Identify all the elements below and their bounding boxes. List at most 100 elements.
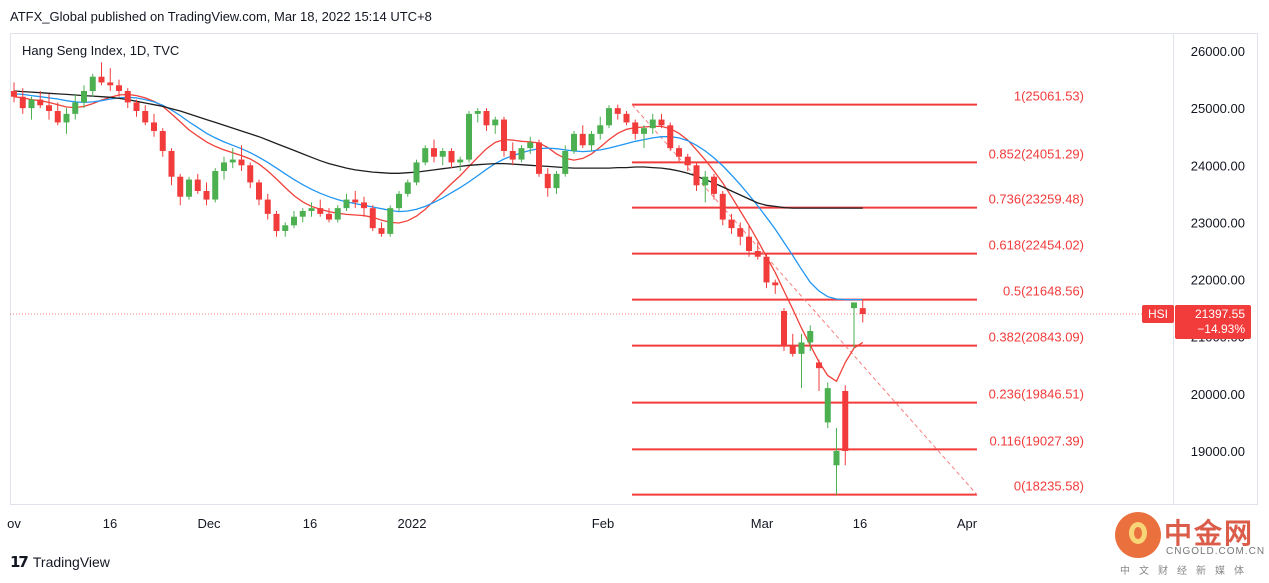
y-tick-label: 24000.00 [1191,158,1245,173]
candle-body [186,179,192,197]
x-tick-label: 16 [853,516,867,531]
candle-body [737,228,744,237]
candle-body [579,133,586,146]
candle-body [842,391,849,451]
candle-body [28,99,35,109]
y-tick-label: 22000.00 [1191,273,1245,288]
candle-body [483,111,490,126]
candle-body [632,122,639,134]
candle-body [466,113,472,160]
chart-title: Hang Seng Index, 1D, TVC [22,43,180,58]
candle-body [247,165,254,183]
candle-body [387,208,394,234]
candle-body [151,122,157,131]
candle-body [89,76,96,91]
candle-body [194,179,201,191]
tradingview-logo[interactable]: 17 TradingView [10,553,110,571]
candle-body [63,113,70,123]
candle-body [781,311,787,346]
candle-body [667,125,674,149]
candle-body [404,182,411,194]
fib-level-label: 0.5(21648.56) [1003,284,1084,299]
candle-body [264,199,271,214]
candle-body [439,151,446,157]
brand-tagline: 中文财经新媒体 [1120,566,1253,577]
candle-body [746,236,752,251]
candle-body [238,159,245,166]
candle-body [693,165,700,186]
y-tick-label: 23000.00 [1191,215,1245,230]
publisher-line: ATFX_Global published on TradingView.com… [10,9,432,24]
candle-body [299,211,306,217]
candle-body [833,451,840,466]
candle-body [273,213,280,231]
y-tick-label: 26000.00 [1191,44,1245,59]
symbol-label: HSI [1148,307,1168,321]
candle-body [291,216,297,226]
x-tick-label: 2022 [398,516,427,531]
candle-body [422,148,429,163]
candle-body [11,91,17,97]
candle-body [562,151,569,174]
candle-body [256,182,262,200]
candle-body [684,156,691,166]
candle-body [282,225,289,231]
candle-body [754,251,761,257]
candle-body [536,142,542,174]
candle-body [19,96,26,109]
x-tick-label: ov [7,516,21,531]
tradingview-logo-text: TradingView [32,554,110,570]
candle-body [702,176,709,186]
moving-average-line [13,90,863,209]
candle-body [509,151,516,160]
x-tick-label: 16 [103,516,117,531]
candle-body [352,199,359,203]
candle-body [413,162,420,183]
candle-body [544,173,551,189]
x-tick-label: Apr [957,516,978,531]
candle-body [98,76,105,83]
candle-body [326,213,332,220]
candle-body [728,219,735,229]
candle-body [159,131,166,151]
brand-name: 中金网 [1164,517,1255,550]
price-change-label: −14.93% [1197,322,1245,336]
x-tick-label: Feb [592,516,614,531]
tradingview-logo-icon: 17 [10,553,29,571]
candle-body [807,331,814,343]
candle-body [308,208,315,211]
candle-body [851,302,857,309]
candle-body [457,159,464,163]
candle-body [343,199,350,209]
y-tick-label: 19000.00 [1191,444,1245,459]
last-price-label: 21397.55 [1195,307,1245,321]
candle-body [203,191,210,200]
candle-body [649,119,656,129]
candle-body [142,111,149,123]
candle-body [798,342,805,354]
candle-body [614,108,621,114]
candle-body [229,159,236,163]
candle-body [492,119,499,126]
symbol-badge [1142,304,1174,323]
fib-level-label: 0.852(24051.29) [989,146,1084,161]
candle-body [597,125,604,134]
time-axis-divider [10,504,1258,505]
candle-body [816,362,822,369]
candle-body [719,193,726,220]
moving-average-line [13,93,864,383]
y-tick-label: 25000.00 [1191,101,1245,116]
candle-body [448,151,455,163]
candle-body [317,208,324,214]
candle-body [81,91,87,103]
candle-body [54,111,61,123]
fib-level-label: 0.618(22454.02) [989,238,1084,253]
candle-body [789,345,796,354]
candle-body [212,171,219,200]
x-tick-label: Mar [751,516,774,531]
candle-body [107,82,114,86]
brand-domain: CNGOLD.COM.CN [1166,546,1266,557]
candle-body [501,119,507,151]
candle-body [474,111,481,114]
